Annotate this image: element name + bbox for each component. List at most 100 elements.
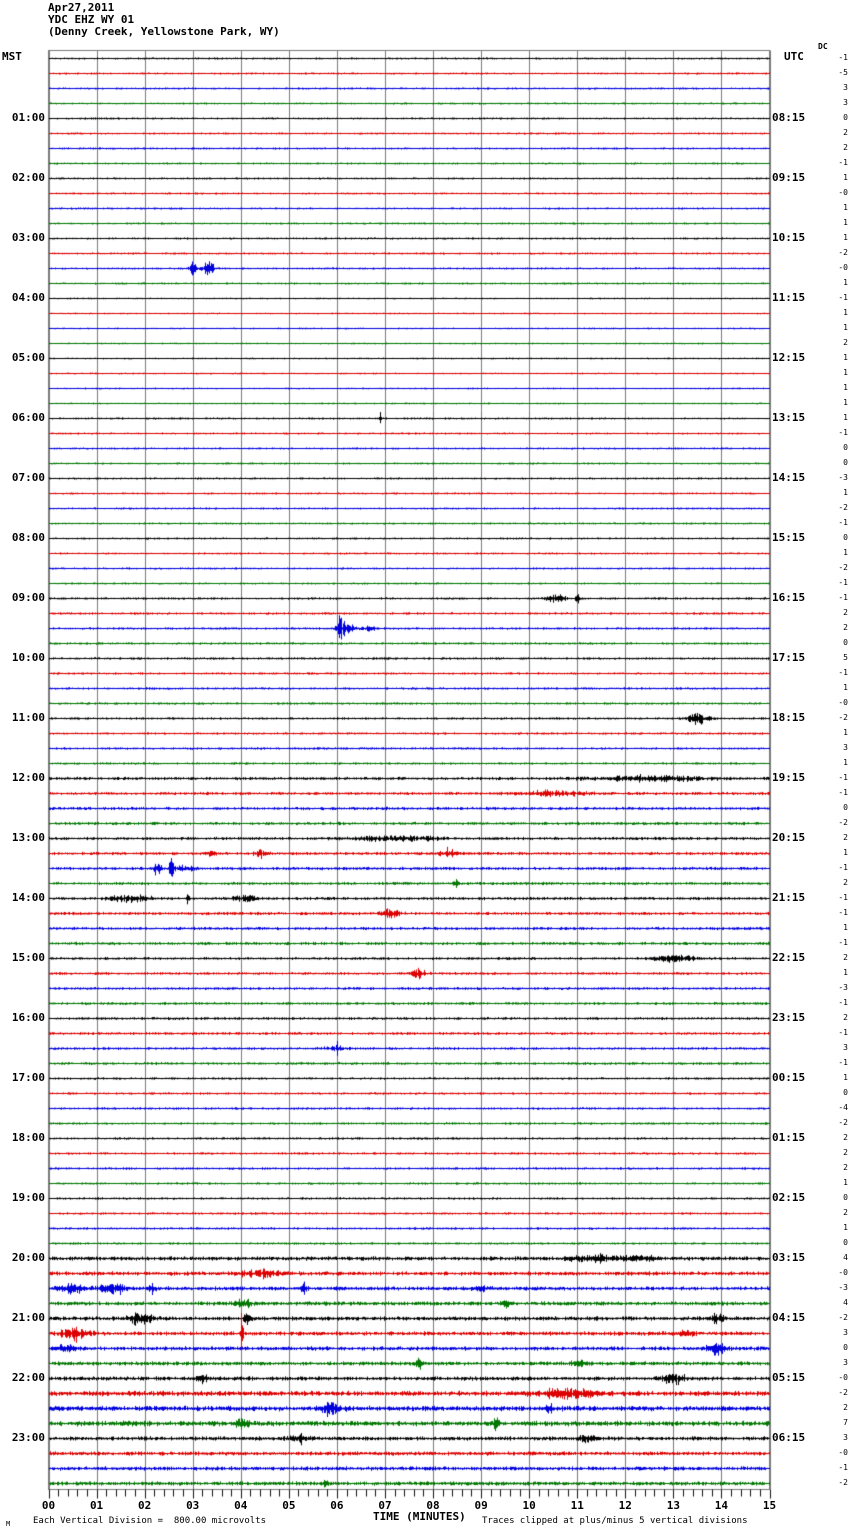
dc-offset-value: -3 bbox=[838, 473, 848, 482]
mst-hour-label: 16:00 bbox=[11, 1011, 45, 1024]
utc-hour-label: 14:15 bbox=[772, 471, 806, 484]
dc-offset-value: -1 bbox=[838, 158, 848, 167]
mst-hour-label: 12:00 bbox=[11, 771, 45, 784]
dc-offset-value: 1 bbox=[843, 278, 848, 287]
utc-hour-label: 03:15 bbox=[772, 1251, 806, 1264]
dc-offset-value: 1 bbox=[843, 848, 848, 857]
x-axis-label: 00 bbox=[41, 1499, 56, 1512]
dc-offset-value: -1 bbox=[838, 998, 848, 1007]
dc-offset-value: -4 bbox=[838, 1103, 848, 1112]
utc-hour-label: 17:15 bbox=[772, 651, 806, 664]
dc-offset-value: 4 bbox=[843, 1253, 848, 1262]
dc-offset-value: -2 bbox=[838, 563, 848, 572]
dc-offset-value: -3 bbox=[838, 1283, 848, 1292]
x-axis-label: 10 bbox=[522, 1499, 536, 1512]
dc-offset-value: -1 bbox=[838, 593, 848, 602]
dc-offset-value: 0 bbox=[843, 1193, 848, 1202]
utc-hour-label: 02:15 bbox=[772, 1191, 806, 1204]
dc-offset-value: 1 bbox=[843, 488, 848, 497]
mst-hour-label: 11:00 bbox=[11, 711, 45, 724]
dc-offset-value: -1 bbox=[838, 908, 848, 917]
dc-offset-value: 2 bbox=[843, 1013, 848, 1022]
dc-offset-value: 2 bbox=[843, 338, 848, 347]
dc-offset-value: 0 bbox=[843, 113, 848, 122]
dc-offset-value: -1 bbox=[838, 1028, 848, 1037]
dc-offset-value: -1 bbox=[838, 1058, 848, 1067]
mst-hour-label: 15:00 bbox=[11, 951, 45, 964]
dc-offset-value: 2 bbox=[843, 1403, 848, 1412]
dc-offset-value: -1 bbox=[838, 773, 848, 782]
x-axis-label: 03 bbox=[186, 1499, 200, 1512]
dc-offset-value: -0 bbox=[838, 1448, 848, 1457]
x-axis-label: 14 bbox=[714, 1499, 729, 1512]
x-axis-label: 13 bbox=[666, 1499, 680, 1512]
utc-hour-label: 06:15 bbox=[772, 1431, 806, 1444]
dc-offset-value: 3 bbox=[843, 1358, 848, 1367]
mst-hour-label: 04:00 bbox=[11, 291, 45, 304]
mst-hour-label: 20:00 bbox=[11, 1251, 45, 1264]
dc-offset-value: 1 bbox=[843, 368, 848, 377]
dc-offset-value: -2 bbox=[838, 1118, 848, 1127]
dc-offset-value: 1 bbox=[843, 413, 848, 422]
dc-offset-value: -1 bbox=[838, 428, 848, 437]
dc-offset-value: 0 bbox=[843, 533, 848, 542]
dc-offset-value: 2 bbox=[843, 143, 848, 152]
utc-hour-label: 13:15 bbox=[772, 411, 806, 424]
dc-offset-value: 0 bbox=[843, 443, 848, 452]
dc-offset-value: -2 bbox=[838, 1478, 848, 1487]
dc-offset-value: 1 bbox=[843, 218, 848, 227]
dc-offset-value: -1 bbox=[838, 893, 848, 902]
mst-hour-label: 03:00 bbox=[11, 231, 45, 244]
footer-clip-note: Traces clipped at plus/minus 5 vertical … bbox=[482, 1516, 748, 1526]
utc-hour-label: 05:15 bbox=[772, 1371, 806, 1384]
dc-offset-value: -2 bbox=[838, 818, 848, 827]
x-axis-label: 11 bbox=[570, 1499, 584, 1512]
mst-hour-label: 18:00 bbox=[11, 1131, 45, 1144]
dc-offset-value: 2 bbox=[843, 1148, 848, 1157]
mst-hour-label: 01:00 bbox=[11, 111, 45, 124]
x-axis-label: 12 bbox=[618, 1499, 632, 1512]
x-axis-label: 08 bbox=[426, 1499, 440, 1512]
mst-hour-label: 23:00 bbox=[11, 1431, 45, 1444]
dc-offset-value: 4 bbox=[843, 1298, 848, 1307]
dc-offset-value: 2 bbox=[843, 608, 848, 617]
dc-offset-value: 2 bbox=[843, 1163, 848, 1172]
utc-hour-label: 23:15 bbox=[772, 1011, 806, 1024]
mst-hour-label: 19:00 bbox=[11, 1191, 45, 1204]
dc-offset-value: 1 bbox=[843, 1178, 848, 1187]
dc-offset-value: 1 bbox=[843, 308, 848, 317]
dc-offset-value: -0 bbox=[838, 263, 848, 272]
x-axis-label: 04 bbox=[234, 1499, 248, 1512]
utc-hour-label: 11:15 bbox=[772, 291, 806, 304]
dc-offset-value: 1 bbox=[843, 353, 848, 362]
header-location: (Denny Creek, Yellowstone Park, WY) bbox=[48, 25, 280, 38]
mst-axis-title: MST bbox=[2, 50, 22, 63]
x-axis-label: 06 bbox=[330, 1499, 344, 1512]
header-station: YDC EHZ WY 01 bbox=[48, 13, 135, 26]
footer-axis-title: TIME (MINUTES) bbox=[373, 1510, 466, 1523]
mst-hour-label: 10:00 bbox=[11, 651, 45, 664]
dc-offset-value: 1 bbox=[843, 233, 848, 242]
dc-offset-value: 1 bbox=[843, 1073, 848, 1082]
mst-hour-label: 17:00 bbox=[11, 1071, 45, 1084]
dc-offset-value: 0 bbox=[843, 1238, 848, 1247]
dc-offset-value: 1 bbox=[843, 548, 848, 557]
dc-offset-value: -1 bbox=[838, 578, 848, 587]
mst-hour-label: 22:00 bbox=[11, 1371, 45, 1384]
dc-offset-value: -0 bbox=[838, 698, 848, 707]
dc-offset-value: 2 bbox=[843, 128, 848, 137]
dc-offset-value: 1 bbox=[843, 683, 848, 692]
dc-offset-value: 1 bbox=[843, 173, 848, 182]
dc-offset-value: 3 bbox=[843, 1433, 848, 1442]
mst-hour-label: 06:00 bbox=[11, 411, 45, 424]
dc-offset-value: 0 bbox=[843, 1343, 848, 1352]
dc-offset-value: 2 bbox=[843, 833, 848, 842]
dc-offset-value: -0 bbox=[838, 188, 848, 197]
utc-hour-label: 20:15 bbox=[772, 831, 806, 844]
utc-hour-label: 08:15 bbox=[772, 111, 806, 124]
dc-offset-value: 2 bbox=[843, 1208, 848, 1217]
dc-offset-value: -1 bbox=[838, 938, 848, 947]
dc-offset-value: 1 bbox=[843, 923, 848, 932]
footer-scale-note: Each Vertical Division = 800.00 microvol… bbox=[33, 1516, 266, 1526]
